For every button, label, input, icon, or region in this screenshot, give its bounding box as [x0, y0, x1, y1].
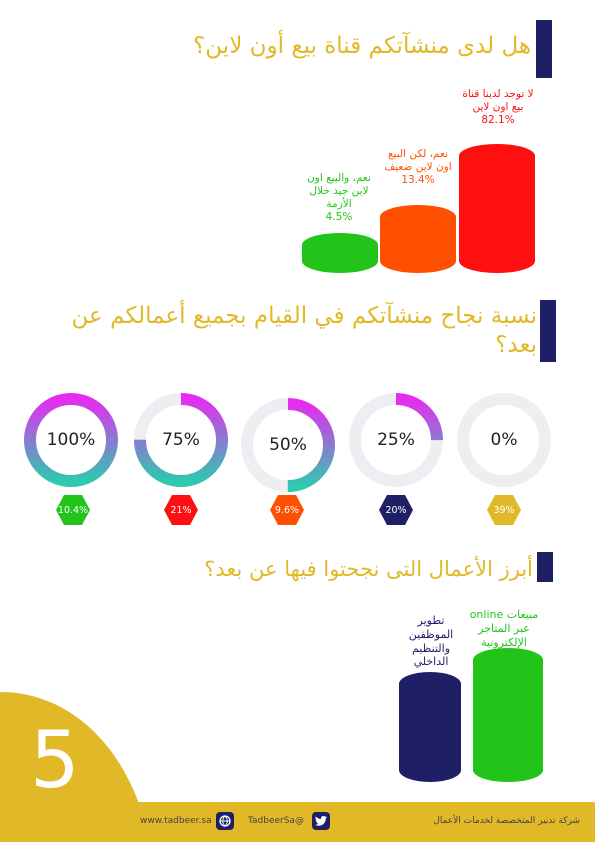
hex-badge-100: 10.4% — [56, 495, 90, 525]
section2-question: نسبة نجاح منشآتكم في القيام بجميع أعمالك… — [71, 303, 537, 358]
bar3-cylinder — [459, 144, 535, 273]
twitter-icon[interactable] — [312, 812, 330, 830]
section3-bar2-label: مبيعات online عبر المتاجر الإلكترونية — [469, 608, 539, 649]
page-number: 5 — [30, 716, 80, 806]
globe-icon[interactable] — [216, 812, 234, 830]
bar2-cylinder — [380, 205, 456, 273]
footer-band — [130, 802, 595, 842]
ring-25: 25% — [348, 392, 444, 488]
ring-25-arc — [349, 393, 443, 487]
ring-50-label: 50% — [269, 435, 307, 455]
section3-accent-bar — [537, 552, 553, 582]
ring-75-label: 75% — [162, 430, 200, 450]
hex-badge-50: 9.6% — [270, 495, 304, 525]
ring-75-arc — [134, 393, 228, 487]
hex-badge-25: 20% — [379, 495, 413, 525]
ring-0-label: 0% — [490, 430, 518, 450]
section3-bar1-label: تطوير الموظفين والتنظيم الداخلي — [408, 614, 454, 669]
footer-website[interactable]: www.tadbeer.sa — [140, 816, 212, 826]
ring-75: 75% — [133, 392, 229, 488]
bar3-label: لا توجد لدينا قناة بيع اون لاين 82.1% — [462, 88, 534, 127]
ring-100-arc — [24, 393, 118, 487]
section1-question: هل لدى منشآتكم قناة بيع أون لاين؟ — [193, 33, 531, 59]
section2-accent-bar — [540, 300, 556, 362]
ring-25-label: 25% — [377, 430, 415, 450]
page-number-shape — [0, 692, 150, 842]
bar2-label: نعم، لكن البيع اون لاين ضعيف 13.4% — [384, 148, 452, 187]
bar1-cylinder — [302, 233, 378, 273]
section3-bar2-cylinder — [473, 648, 543, 782]
footer-company: شركة تدبير المتخصصة لخدمات الأعمال — [433, 816, 580, 826]
section1-accent-bar — [536, 20, 552, 78]
bar1-label: نعم، والبيع اون لاين جيد خلال الأزمة 4.5… — [307, 172, 371, 224]
ring-0: 0% — [456, 392, 552, 488]
ring-100: 100% — [23, 392, 119, 488]
section3-bar1-cylinder — [399, 672, 461, 782]
ring-50: 50% — [240, 397, 336, 493]
hex-badge-75: 21% — [164, 495, 198, 525]
section3-question: أبرز الأعمال التى نجحتوا فيها عن بعد؟ — [204, 557, 533, 581]
footer-twitter[interactable]: TadbeerSa@ — [248, 816, 304, 826]
hex-badge-0: 39% — [487, 495, 521, 525]
ring-100-label: 100% — [46, 430, 96, 450]
ring-50-arc — [241, 398, 335, 492]
